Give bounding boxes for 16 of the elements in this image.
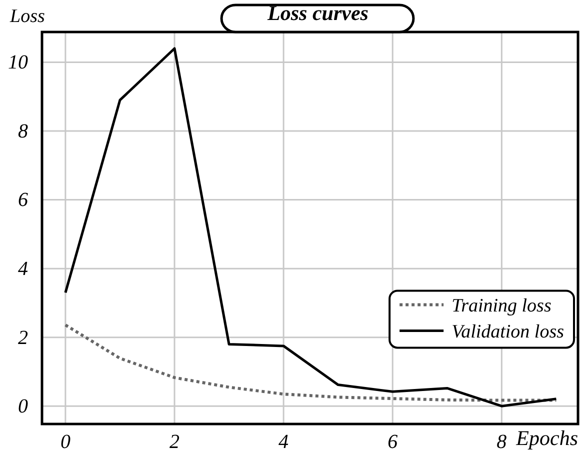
x-tick-label: 2 [170, 431, 180, 454]
x-tick-label: 8 [496, 431, 507, 454]
y-tick-label: 2 [18, 326, 28, 349]
legend-label: Training loss [452, 296, 552, 317]
x-tick-label: 0 [60, 431, 70, 454]
x-axis-title: Epochs [515, 426, 578, 450]
x-tick-label: 6 [388, 431, 398, 454]
y-tick-label: 8 [18, 120, 28, 142]
y-axis-title: Loss [9, 6, 45, 27]
y-tick-label: 10 [8, 52, 28, 74]
x-tick-label: 4 [278, 431, 289, 454]
y-tick-label: 6 [18, 189, 28, 212]
y-tick-label: 0 [18, 396, 28, 418]
chart-title: Loss curves [266, 1, 368, 25]
legend-label: Validation loss [452, 322, 564, 343]
y-tick-label: 4 [18, 258, 28, 280]
